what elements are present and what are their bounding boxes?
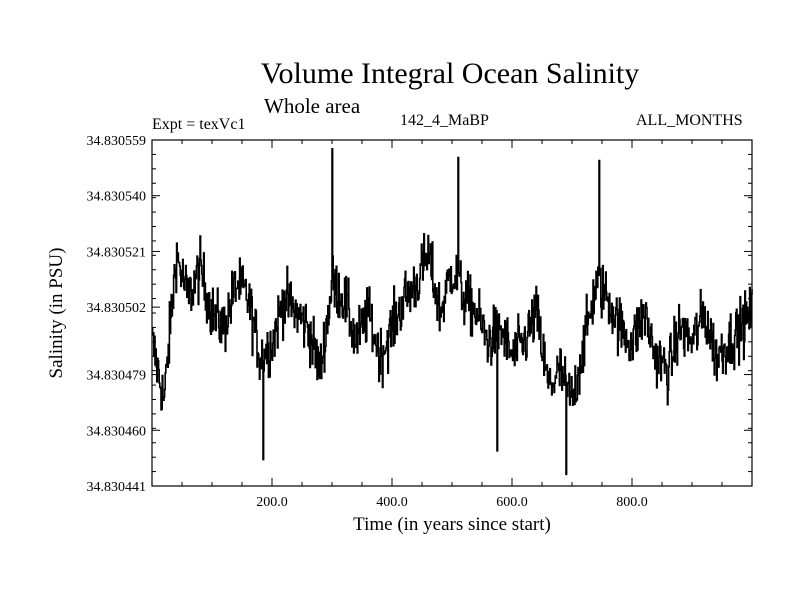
y-axis-label: Salinity (in PSU)	[46, 248, 67, 379]
x-tick-label: 800.0	[616, 495, 648, 510]
experiment-label: Expt = texVc1	[152, 116, 246, 133]
y-tick-label: 34.830479	[87, 369, 147, 384]
y-tick-label: 34.830441	[87, 480, 147, 495]
x-tick-label: 600.0	[496, 495, 528, 510]
y-tick-label: 34.830559	[87, 134, 147, 149]
months-label: ALL_MONTHS	[636, 112, 743, 129]
y-tick-label: 34.830460	[87, 424, 147, 439]
x-axis-label: Time (in years since start)	[353, 514, 551, 535]
chart-subtitle: Whole area	[264, 94, 361, 118]
chart-title: Volume Integral Ocean Salinity	[260, 57, 640, 90]
y-tick-label: 34.830540	[87, 190, 147, 205]
series-line-salinity	[151, 148, 753, 476]
plot-frame	[151, 139, 753, 487]
y-tick-label: 34.830521	[87, 245, 147, 260]
y-tick-label: 34.830502	[87, 301, 147, 316]
x-tick-label: 200.0	[256, 495, 288, 510]
period-label: 142_4_MaBP	[400, 112, 489, 129]
x-tick-label: 400.0	[376, 495, 408, 510]
